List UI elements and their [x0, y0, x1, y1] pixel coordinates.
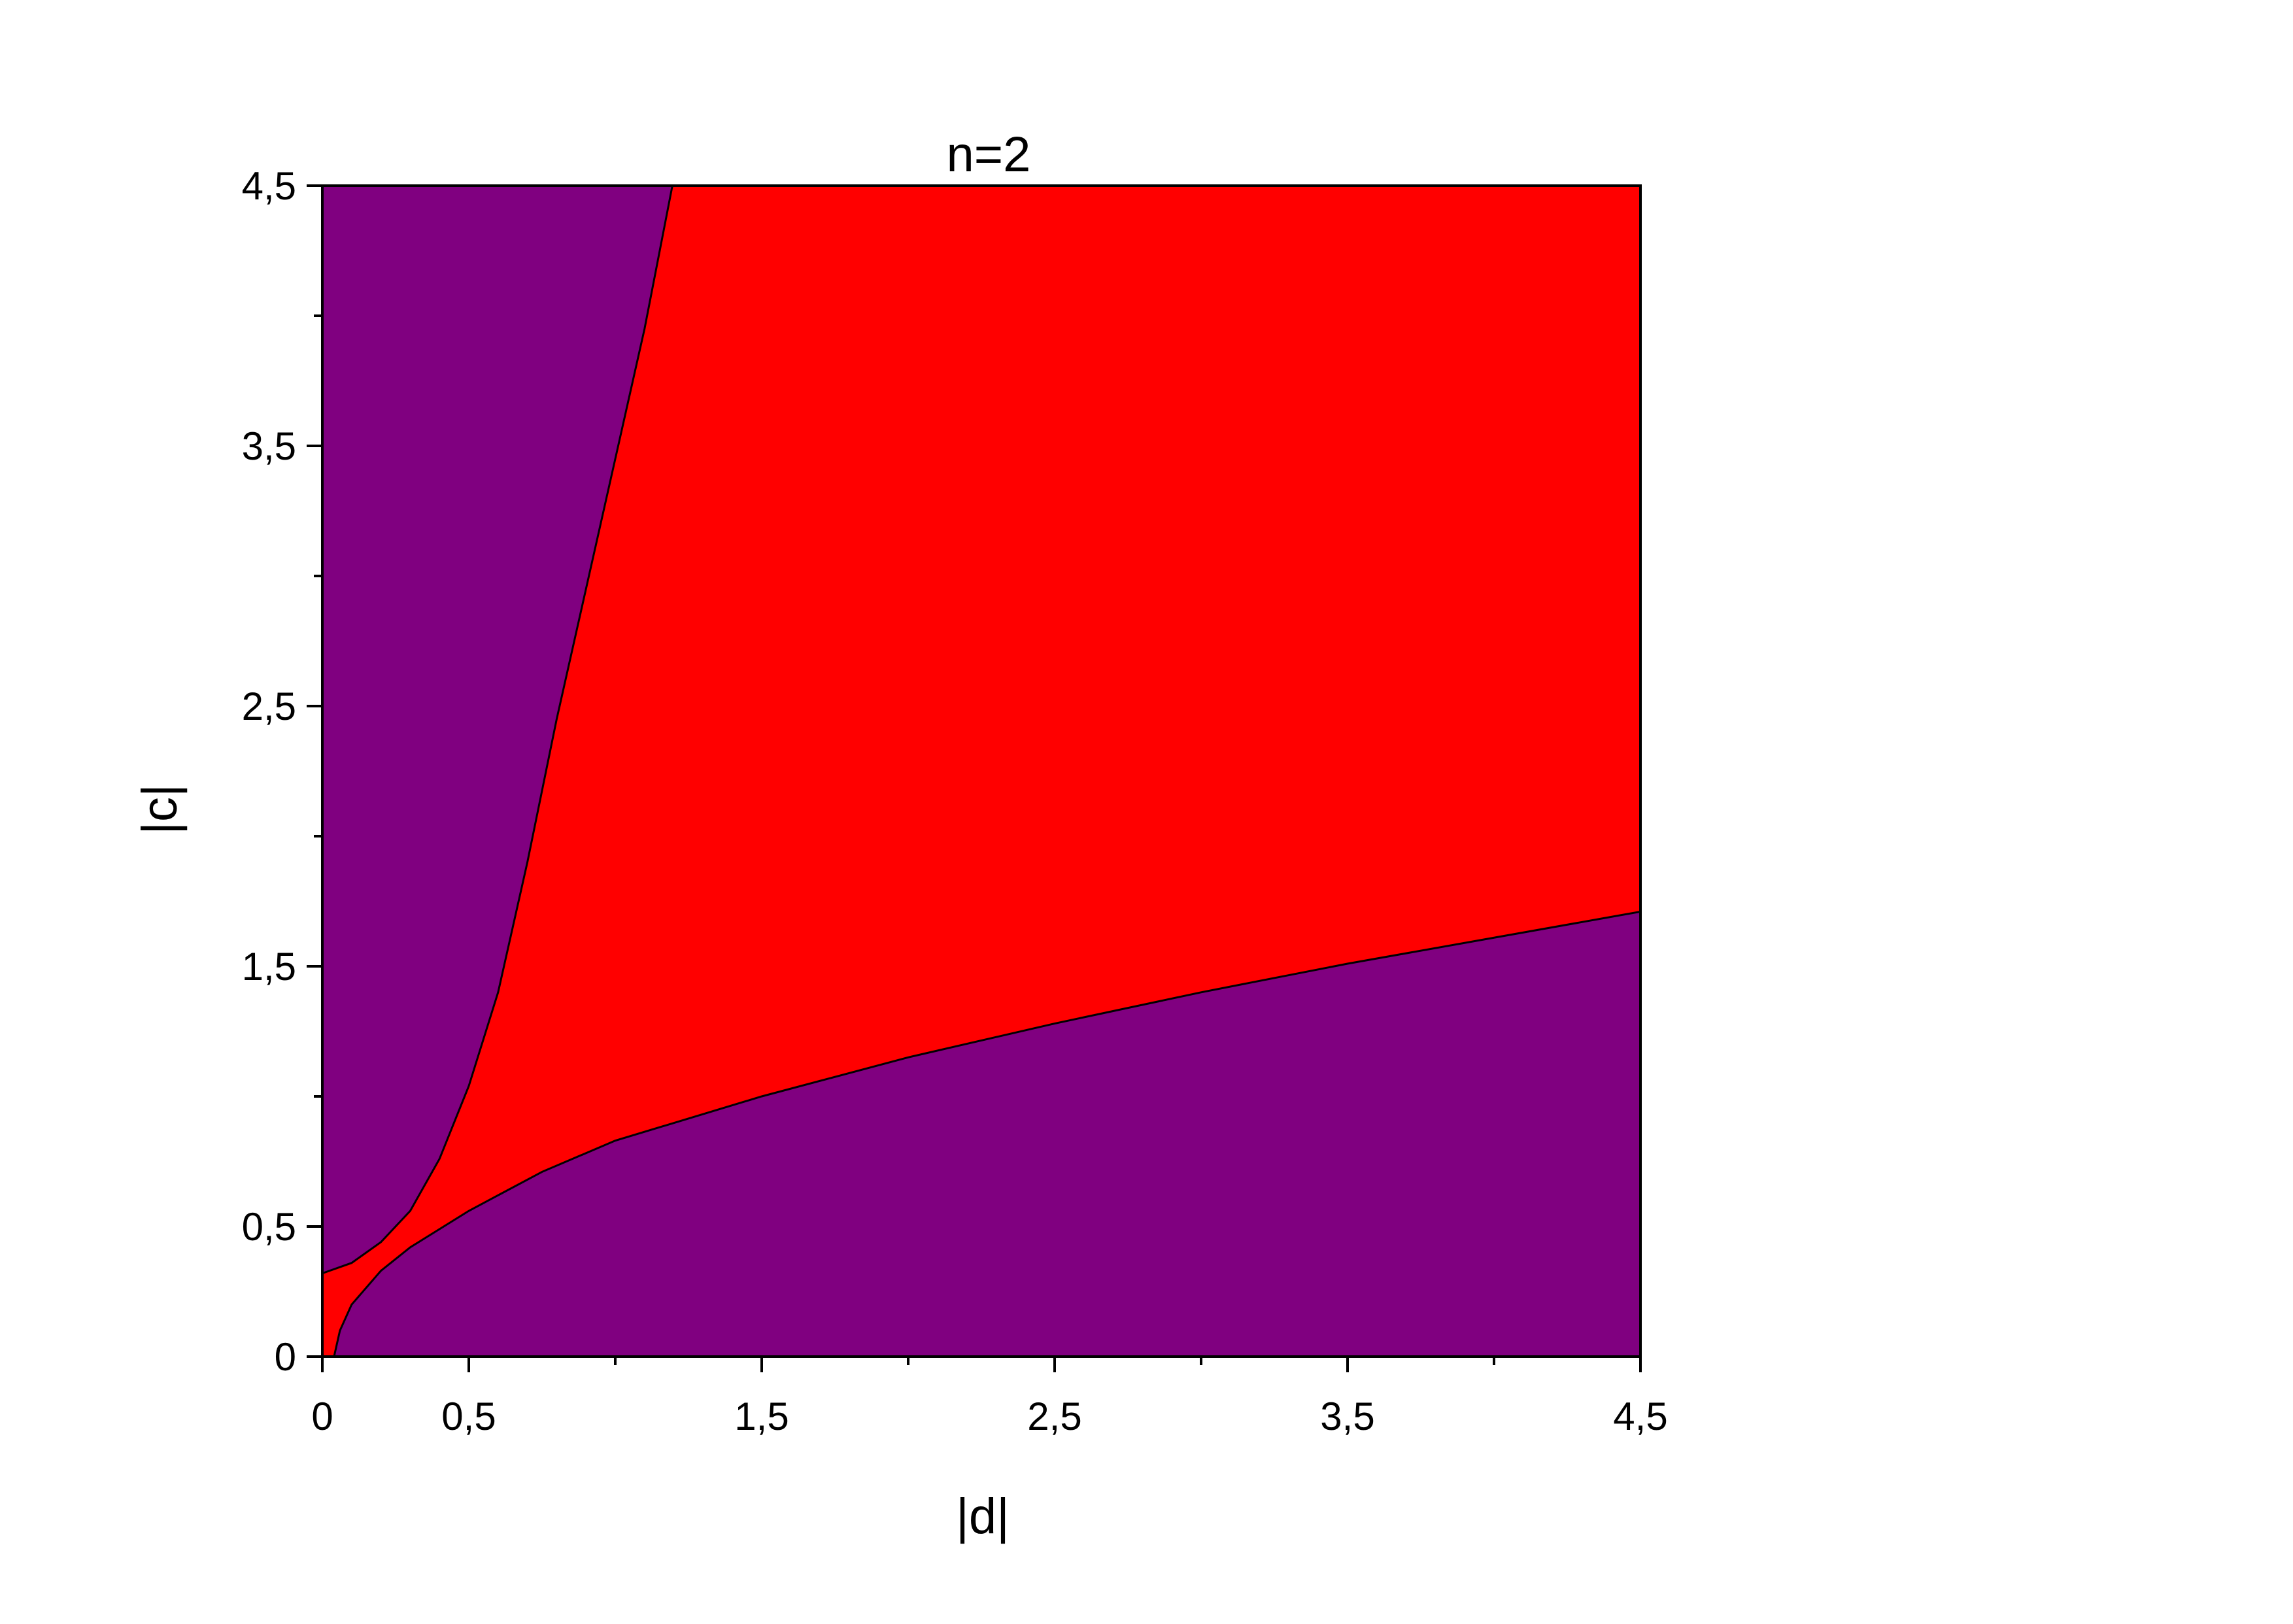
y-tick-label: 0,5 [242, 1205, 296, 1249]
x-tick-label: 4,5 [1613, 1395, 1667, 1438]
fill-between-region [322, 186, 1640, 1357]
plot-frame [321, 184, 1642, 1358]
boundary-curve [322, 185, 673, 1275]
chart-title: n=2 [947, 127, 1031, 182]
x-axis-label: |d| [956, 1489, 1010, 1544]
x-tick-label: 0 [311, 1395, 333, 1438]
y-tick-label: 0 [275, 1335, 296, 1379]
x-tick-label: 0,5 [441, 1395, 496, 1438]
x-tick-label: 2,5 [1027, 1395, 1081, 1438]
x-tick-label: 3,5 [1320, 1395, 1374, 1438]
x-tick-label: 1,5 [734, 1395, 789, 1438]
y-tick-label: 3,5 [242, 424, 296, 468]
y-tick-label: 4,5 [242, 164, 296, 208]
y-tick-label: 1,5 [242, 945, 296, 989]
y-tick-label: 2,5 [242, 685, 296, 728]
y-axis-label: |c| [132, 784, 188, 834]
boundary-curve [333, 910, 1641, 1357]
